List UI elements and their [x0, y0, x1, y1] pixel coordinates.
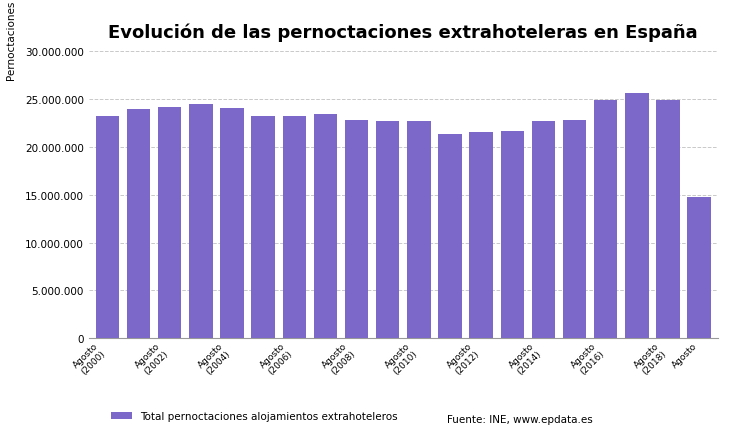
Bar	[625, 94, 648, 339]
Bar	[252, 117, 275, 339]
Bar	[594, 101, 617, 339]
Bar	[438, 135, 462, 339]
Y-axis label: Pernoctaciones: Pernoctaciones	[7, 1, 16, 80]
Bar	[500, 132, 524, 339]
Bar	[158, 108, 181, 339]
Bar	[283, 117, 306, 339]
Title: Evolución de las pernoctaciones extrahoteleras en España: Evolución de las pernoctaciones extrahot…	[109, 24, 698, 42]
Bar	[532, 122, 555, 339]
Bar	[563, 121, 586, 339]
Legend: Total pernoctaciones alojamientos extrahoteleros: Total pernoctaciones alojamientos extrah…	[107, 407, 402, 425]
Bar	[376, 122, 400, 339]
Bar	[469, 132, 493, 339]
Bar	[687, 197, 711, 339]
Bar	[345, 121, 369, 339]
Bar	[407, 122, 431, 339]
Bar	[95, 117, 119, 339]
Bar	[314, 115, 337, 339]
Bar	[127, 109, 150, 339]
Bar	[189, 105, 212, 339]
Bar	[221, 108, 243, 339]
Text: Fuente: INE, www.epdata.es: Fuente: INE, www.epdata.es	[447, 414, 593, 424]
Bar	[656, 101, 679, 339]
